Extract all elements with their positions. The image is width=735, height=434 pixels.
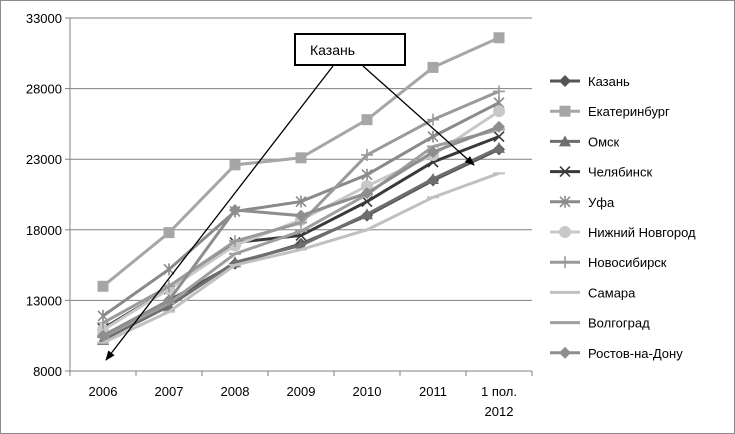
data-point (493, 120, 505, 133)
data-point (493, 85, 505, 98)
annotation-arrow-right (362, 65, 475, 166)
data-point (493, 32, 505, 44)
x-tick-label: 2008 (221, 384, 250, 399)
legend: Казань Екатеринбург Омск Челябинск Уфа Нижний… (550, 74, 696, 361)
series-5 (97, 96, 505, 322)
data-point (493, 105, 505, 118)
data-point (361, 195, 373, 208)
y-tick-label: 28000 (26, 82, 62, 97)
annotation-label: Казань (310, 42, 355, 58)
legend-marker (559, 166, 571, 178)
data-point (229, 235, 241, 248)
data-point (295, 209, 307, 222)
legend-label: Уфа (588, 195, 615, 210)
y-tick-label: 18000 (26, 223, 62, 238)
series-7 (97, 85, 505, 329)
legend-label: Омск (588, 134, 620, 149)
data-point (361, 168, 373, 181)
legend-item: Ростов-на-Дону (550, 346, 683, 361)
data-point (427, 113, 439, 126)
series-3 (97, 141, 505, 345)
annotation-arrow-left (105, 65, 334, 361)
series-10 (97, 120, 505, 342)
data-point (427, 172, 439, 184)
data-point (163, 227, 175, 239)
annotation-box (294, 33, 406, 66)
legend-label: Челябинск (588, 165, 652, 180)
x-tick-label: 2011 (419, 384, 447, 399)
axes: 8000 13000 18000 23000 28000 33000 2006 2007 200… (26, 11, 533, 419)
series-8 (97, 171, 505, 345)
series-2 (97, 32, 505, 292)
legend-item: Казань (550, 74, 630, 89)
x-tick-label: 1 пол. (481, 384, 517, 399)
y-tick-label: 23000 (26, 152, 62, 167)
data-point (163, 294, 175, 307)
y-tick-label: 8000 (33, 364, 62, 379)
legend-item: Уфа (550, 195, 615, 210)
series-layer (97, 32, 505, 345)
data-point (427, 130, 439, 143)
data-point (97, 316, 109, 329)
annotation: Казань (105, 33, 475, 361)
legend-marker (559, 256, 571, 269)
data-point (427, 146, 439, 159)
data-point (427, 61, 439, 73)
x-tick-label: 2010 (353, 384, 382, 399)
data-point (295, 195, 307, 208)
data-point (229, 159, 241, 171)
data-point (361, 148, 373, 161)
legend-item: Новосибирск (550, 255, 667, 270)
legend-label: Казань (588, 74, 630, 89)
legend-item: Нижний Новгород (550, 225, 696, 240)
legend-marker (559, 75, 571, 87)
data-point (493, 141, 505, 153)
legend-marker (559, 135, 571, 147)
legend-marker (559, 226, 571, 238)
legend-item: Челябинск (550, 165, 652, 180)
data-point (361, 114, 373, 126)
legend-marker (559, 195, 571, 208)
x-tick-label: 2009 (287, 384, 316, 399)
x-tick-label: 2012 (485, 404, 514, 419)
data-point (295, 152, 307, 164)
data-point (361, 180, 373, 193)
legend-label: Нижний Новгород (588, 225, 696, 240)
x-tick-label: 2006 (89, 384, 118, 399)
data-point (97, 329, 109, 342)
legend-label: Новосибирск (588, 255, 667, 270)
legend-item: Волгоград (550, 316, 650, 331)
legend-marker (559, 105, 571, 117)
data-point (361, 208, 373, 220)
legend-item: Екатеринбург (550, 104, 670, 119)
data-point (163, 280, 175, 293)
legend-marker (559, 346, 571, 359)
y-tick-label: 13000 (26, 293, 62, 308)
legend-label: Самара (588, 285, 636, 300)
legend-item: Самара (550, 285, 636, 300)
legend-item: Омск (550, 134, 620, 149)
y-tick-label: 33000 (26, 11, 62, 26)
legend-label: Ростов-на-Дону (588, 346, 683, 361)
data-point (229, 204, 241, 217)
data-point (97, 280, 109, 292)
x-tick-label: 2007 (155, 384, 184, 399)
data-point (493, 131, 505, 143)
legend-label: Волгоград (588, 316, 650, 331)
data-point (361, 187, 373, 200)
data-point (163, 263, 175, 276)
legend-label: Екатеринбург (588, 104, 670, 119)
